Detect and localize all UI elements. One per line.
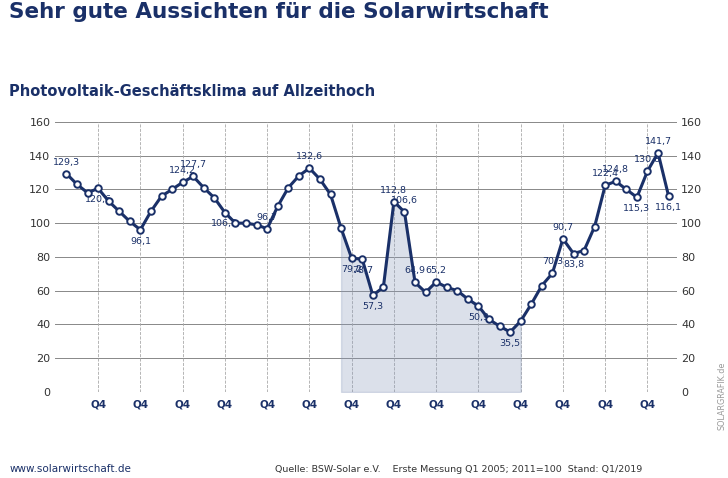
- Point: [557, 235, 569, 243]
- Point: [420, 289, 432, 296]
- Point: [293, 172, 304, 180]
- Point: [314, 175, 326, 183]
- Text: 70,3: 70,3: [542, 257, 563, 266]
- Point: [272, 203, 283, 210]
- Text: 90,7: 90,7: [553, 223, 574, 232]
- Point: [357, 255, 368, 263]
- Text: 35,5: 35,5: [499, 339, 521, 348]
- Point: [388, 198, 400, 206]
- Point: [229, 219, 241, 227]
- Point: [250, 221, 262, 228]
- Point: [145, 207, 157, 215]
- Text: 116,1: 116,1: [655, 203, 682, 212]
- Point: [166, 185, 178, 193]
- Text: 120,6: 120,6: [84, 196, 111, 204]
- Point: [472, 302, 484, 310]
- Text: 64,9: 64,9: [405, 266, 426, 275]
- Text: 115,3: 115,3: [623, 204, 650, 213]
- Point: [240, 219, 252, 227]
- Text: 112,8: 112,8: [381, 185, 408, 195]
- Point: [177, 178, 189, 186]
- Point: [589, 223, 601, 230]
- Point: [483, 315, 495, 323]
- Point: [578, 247, 590, 254]
- Point: [536, 282, 547, 290]
- Point: [462, 295, 474, 303]
- Text: 106,6: 106,6: [391, 196, 418, 205]
- Point: [599, 182, 611, 189]
- Point: [208, 194, 220, 202]
- Point: [515, 317, 526, 325]
- Text: 129,3: 129,3: [53, 158, 80, 167]
- Point: [71, 181, 83, 188]
- Point: [451, 287, 463, 294]
- Point: [103, 197, 114, 205]
- Text: 124,8: 124,8: [602, 165, 629, 174]
- Point: [92, 185, 104, 192]
- Text: 106,3: 106,3: [211, 219, 239, 228]
- Point: [399, 208, 411, 216]
- Text: 50,9: 50,9: [468, 313, 489, 322]
- Point: [304, 164, 315, 172]
- Point: [409, 279, 421, 286]
- Text: 122,4: 122,4: [592, 169, 619, 178]
- Text: SOLARGRAFIK.de: SOLARGRAFIK.de: [718, 362, 727, 430]
- Text: 79,2: 79,2: [341, 265, 362, 274]
- Text: 127,7: 127,7: [180, 161, 207, 170]
- Text: 65,2: 65,2: [426, 266, 447, 275]
- Point: [367, 292, 379, 299]
- Point: [526, 300, 537, 308]
- Text: 57,3: 57,3: [363, 302, 384, 311]
- Point: [261, 225, 273, 233]
- Point: [82, 189, 93, 196]
- Text: 132,6: 132,6: [296, 152, 323, 161]
- Point: [494, 322, 505, 330]
- Point: [187, 173, 199, 180]
- Text: Sehr gute Aussichten für die Solarwirtschaft: Sehr gute Aussichten für die Solarwirtsc…: [9, 2, 549, 22]
- Point: [620, 185, 632, 193]
- Point: [156, 192, 167, 200]
- Point: [568, 250, 579, 257]
- Point: [378, 283, 389, 291]
- Text: 78,7: 78,7: [352, 266, 373, 275]
- Text: 130,8: 130,8: [634, 155, 661, 164]
- Point: [219, 209, 231, 217]
- Point: [114, 207, 125, 215]
- Point: [610, 177, 622, 185]
- Point: [641, 167, 653, 175]
- Text: Photovoltaik-Geschäftsklima auf Allzeithoch: Photovoltaik-Geschäftsklima auf Allzeith…: [9, 84, 376, 98]
- Point: [336, 224, 347, 232]
- Point: [631, 194, 643, 201]
- Text: 124,2: 124,2: [169, 166, 196, 175]
- Point: [325, 191, 336, 198]
- Point: [346, 254, 357, 262]
- Point: [282, 184, 294, 192]
- Point: [430, 278, 442, 286]
- Text: www.solarwirtschaft.de: www.solarwirtschaft.de: [9, 464, 131, 474]
- Text: 96,1: 96,1: [130, 237, 151, 246]
- Point: [547, 270, 558, 277]
- Point: [135, 226, 146, 234]
- Point: [652, 149, 664, 157]
- Text: 141,7: 141,7: [644, 137, 671, 146]
- Point: [60, 170, 72, 177]
- Text: 96,7: 96,7: [257, 213, 277, 222]
- Text: 83,8: 83,8: [563, 261, 584, 270]
- Point: [124, 217, 135, 225]
- Point: [505, 328, 516, 336]
- Point: [198, 184, 210, 192]
- Point: [441, 283, 453, 291]
- Point: [662, 192, 674, 200]
- Text: Quelle: BSW-Solar e.V.    Erste Messung Q1 2005; 2011=100  Stand: Q1/2019: Quelle: BSW-Solar e.V. Erste Messung Q1 …: [275, 465, 642, 474]
